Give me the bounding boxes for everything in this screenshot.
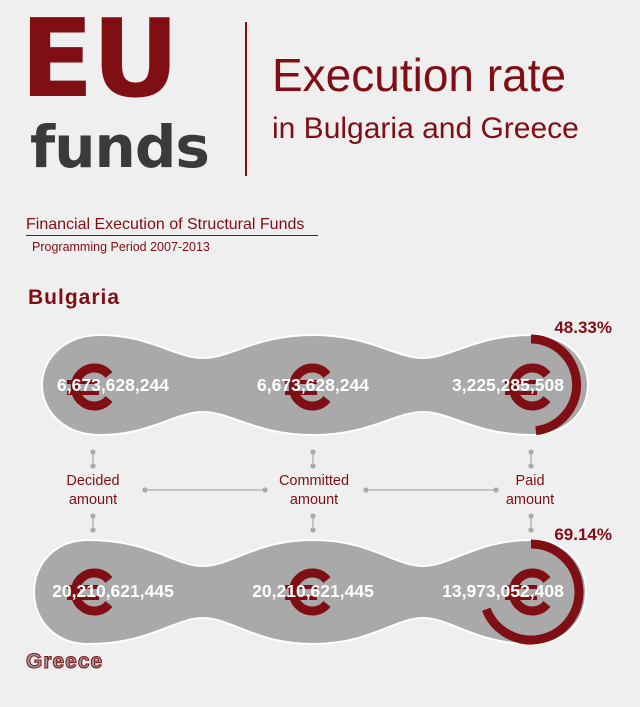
section-title: Financial Execution of Structural Funds (26, 216, 319, 236)
decided-label-line2: amount (69, 492, 117, 508)
decided-label-line1: Decided (66, 473, 119, 489)
bulgaria-paid-value: 3,225,285,508 (452, 375, 564, 395)
section-subtitle: Programming Period 2007-2013 (32, 240, 210, 254)
greece-label: Greece (25, 650, 104, 674)
greece-decided-value: 20,210,621,445 (52, 581, 174, 601)
header-divider (245, 22, 247, 176)
greece-paid-value: 13,973,052,408 (442, 581, 564, 601)
committed-label-line1: Committed (279, 473, 349, 489)
eu-logo-text: EU (20, 0, 179, 122)
committed-label-line2: amount (290, 492, 338, 508)
paid-label-line1: Paid (515, 473, 544, 489)
column-labels: Decided amount Committed amount Paid amo… (66, 473, 554, 508)
bulgaria-rate-arc (530, 334, 582, 436)
page-subtitle: in Bulgaria and Greece (272, 112, 579, 145)
euro-icon (67, 568, 113, 616)
funds-logo-text: funds (30, 113, 210, 181)
greece-rate-label: 69.14% (554, 525, 612, 544)
bulgaria-chain: 6,673,628,244 6,673,628,244 3,225,285,50… (40, 318, 612, 437)
bulgaria-pill (40, 333, 590, 437)
greece-chain: 20,210,621,445 20,210,621,445 13,973,052… (32, 525, 612, 646)
greece-committed-value: 20,210,621,445 (252, 581, 374, 601)
euro-icon (285, 363, 331, 411)
bulgaria-committed-value: 6,673,628,244 (257, 375, 369, 395)
bulgaria-decided-value: 6,673,628,244 (57, 375, 169, 395)
page-title: Execution rate (272, 49, 567, 101)
bulgaria-label: Bulgaria (28, 286, 121, 309)
paid-label-line2: amount (506, 492, 554, 508)
euro-icon (67, 363, 113, 411)
euro-icon (505, 363, 551, 411)
connectors (90, 449, 534, 533)
greece-rate-arc (482, 539, 584, 645)
euro-icon (285, 568, 331, 616)
bulgaria-rate-label: 48.33% (554, 318, 612, 337)
euro-icon (505, 568, 551, 616)
